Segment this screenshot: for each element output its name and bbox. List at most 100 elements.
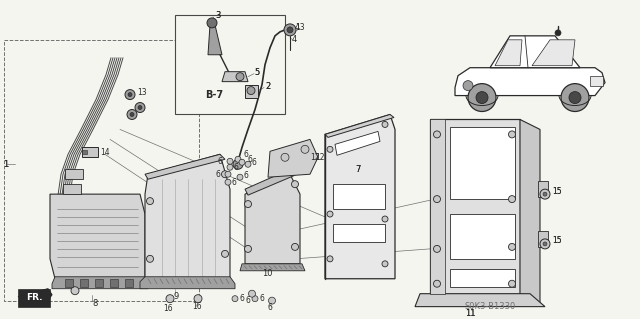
Text: 4: 4	[295, 23, 300, 32]
Circle shape	[147, 255, 154, 262]
Text: 5: 5	[254, 68, 259, 77]
Polygon shape	[240, 264, 305, 271]
Bar	[95, 279, 103, 287]
Circle shape	[327, 211, 333, 217]
Circle shape	[540, 239, 550, 249]
Circle shape	[237, 174, 243, 180]
Circle shape	[125, 90, 135, 100]
Circle shape	[382, 216, 388, 222]
Text: 6: 6	[239, 294, 244, 303]
Text: 8: 8	[92, 299, 97, 308]
Circle shape	[476, 92, 488, 104]
Polygon shape	[245, 169, 295, 195]
Circle shape	[301, 145, 309, 153]
Text: S0K3-B1330: S0K3-B1330	[465, 302, 516, 311]
Text: 6: 6	[268, 303, 273, 312]
Circle shape	[244, 245, 252, 252]
Circle shape	[433, 131, 440, 138]
Polygon shape	[520, 120, 540, 304]
Polygon shape	[50, 194, 145, 279]
Circle shape	[540, 189, 550, 199]
Polygon shape	[222, 72, 248, 82]
Bar	[110, 279, 118, 287]
Polygon shape	[325, 115, 395, 279]
Circle shape	[232, 296, 238, 302]
Text: 16: 16	[192, 302, 202, 311]
Polygon shape	[245, 174, 300, 264]
Bar	[175, 15, 285, 115]
Circle shape	[127, 109, 137, 120]
Circle shape	[382, 122, 388, 127]
Circle shape	[569, 92, 581, 104]
Text: 13: 13	[295, 23, 305, 32]
Text: 1: 1	[3, 160, 8, 169]
Polygon shape	[415, 294, 545, 307]
Bar	[63, 184, 81, 194]
Polygon shape	[335, 131, 380, 155]
Polygon shape	[538, 231, 548, 247]
Polygon shape	[325, 115, 394, 137]
Bar	[333, 184, 385, 209]
Circle shape	[248, 290, 255, 297]
Bar	[82, 147, 98, 157]
Circle shape	[433, 196, 440, 203]
Polygon shape	[532, 40, 575, 66]
Circle shape	[235, 156, 241, 162]
Text: 6: 6	[248, 155, 253, 164]
Polygon shape	[430, 120, 520, 294]
Circle shape	[71, 287, 79, 295]
Circle shape	[166, 295, 174, 303]
Text: 2: 2	[265, 82, 270, 91]
Circle shape	[252, 296, 258, 302]
Circle shape	[543, 192, 547, 196]
Polygon shape	[430, 120, 445, 294]
Circle shape	[221, 171, 228, 178]
Circle shape	[207, 18, 217, 28]
Circle shape	[247, 87, 255, 94]
Text: 6: 6	[232, 178, 237, 187]
Text: 7: 7	[355, 165, 360, 174]
Circle shape	[509, 131, 515, 138]
Bar	[450, 214, 515, 259]
Bar	[65, 279, 73, 287]
Polygon shape	[495, 40, 522, 66]
Circle shape	[239, 159, 245, 165]
Circle shape	[555, 30, 561, 36]
Bar	[18, 289, 50, 307]
Text: 3: 3	[215, 11, 220, 20]
Circle shape	[233, 159, 243, 169]
Circle shape	[245, 161, 251, 167]
Circle shape	[509, 280, 515, 287]
Text: 12: 12	[310, 153, 319, 162]
Circle shape	[327, 256, 333, 262]
Text: 11: 11	[465, 309, 476, 318]
Bar	[4, 40, 199, 300]
Text: 4: 4	[292, 35, 297, 44]
Bar	[82, 150, 87, 154]
Text: 14: 14	[100, 148, 109, 157]
Text: 10: 10	[262, 269, 273, 278]
Circle shape	[561, 84, 589, 112]
Circle shape	[291, 181, 298, 188]
Polygon shape	[52, 277, 148, 289]
Text: 6: 6	[243, 171, 248, 180]
Circle shape	[227, 158, 233, 164]
Text: 15: 15	[552, 187, 562, 196]
Polygon shape	[18, 289, 52, 300]
Circle shape	[543, 242, 547, 246]
Circle shape	[433, 280, 440, 287]
Circle shape	[287, 27, 293, 33]
Text: 6: 6	[217, 157, 222, 166]
Circle shape	[135, 102, 145, 113]
Circle shape	[327, 146, 333, 152]
Circle shape	[244, 201, 252, 208]
Text: B-7: B-7	[205, 90, 223, 100]
Circle shape	[509, 196, 515, 203]
Circle shape	[225, 179, 231, 185]
Bar	[450, 269, 515, 287]
Text: 6: 6	[251, 158, 256, 167]
Polygon shape	[538, 181, 548, 197]
Circle shape	[433, 245, 440, 252]
Circle shape	[221, 250, 228, 257]
Bar	[80, 279, 88, 287]
